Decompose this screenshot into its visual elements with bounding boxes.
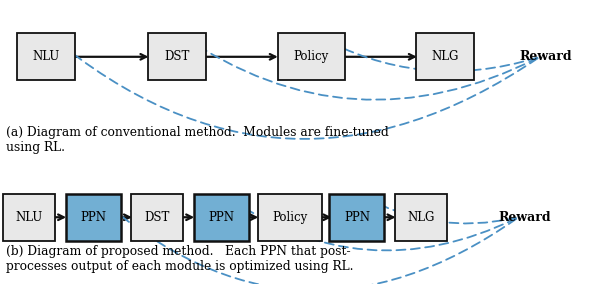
FancyBboxPatch shape: [329, 194, 384, 241]
Text: DST: DST: [145, 211, 170, 224]
FancyBboxPatch shape: [416, 33, 475, 80]
FancyBboxPatch shape: [66, 194, 121, 241]
Text: (b) Diagram of proposed method.   Each PPN that post-
processes output of each m: (b) Diagram of proposed method. Each PPN…: [6, 245, 354, 273]
Text: DST: DST: [164, 50, 190, 63]
Text: NLG: NLG: [432, 50, 459, 63]
FancyBboxPatch shape: [395, 194, 447, 241]
FancyBboxPatch shape: [194, 194, 249, 241]
Text: Reward: Reward: [498, 211, 551, 224]
Text: NLG: NLG: [407, 211, 434, 224]
FancyBboxPatch shape: [4, 194, 55, 241]
Text: Policy: Policy: [272, 211, 307, 224]
FancyBboxPatch shape: [257, 194, 322, 241]
Text: Reward: Reward: [520, 50, 572, 63]
Text: NLU: NLU: [16, 211, 43, 224]
Text: PPN: PPN: [209, 211, 234, 224]
Text: (a) Diagram of conventional method.  Modules are fine-tuned
using RL.: (a) Diagram of conventional method. Modu…: [6, 126, 389, 154]
Text: PPN: PPN: [344, 211, 370, 224]
FancyBboxPatch shape: [131, 194, 183, 241]
Text: Policy: Policy: [293, 50, 329, 63]
FancyBboxPatch shape: [278, 33, 345, 80]
Text: NLU: NLU: [32, 50, 59, 63]
FancyBboxPatch shape: [148, 33, 206, 80]
Text: PPN: PPN: [81, 211, 106, 224]
FancyBboxPatch shape: [16, 33, 74, 80]
